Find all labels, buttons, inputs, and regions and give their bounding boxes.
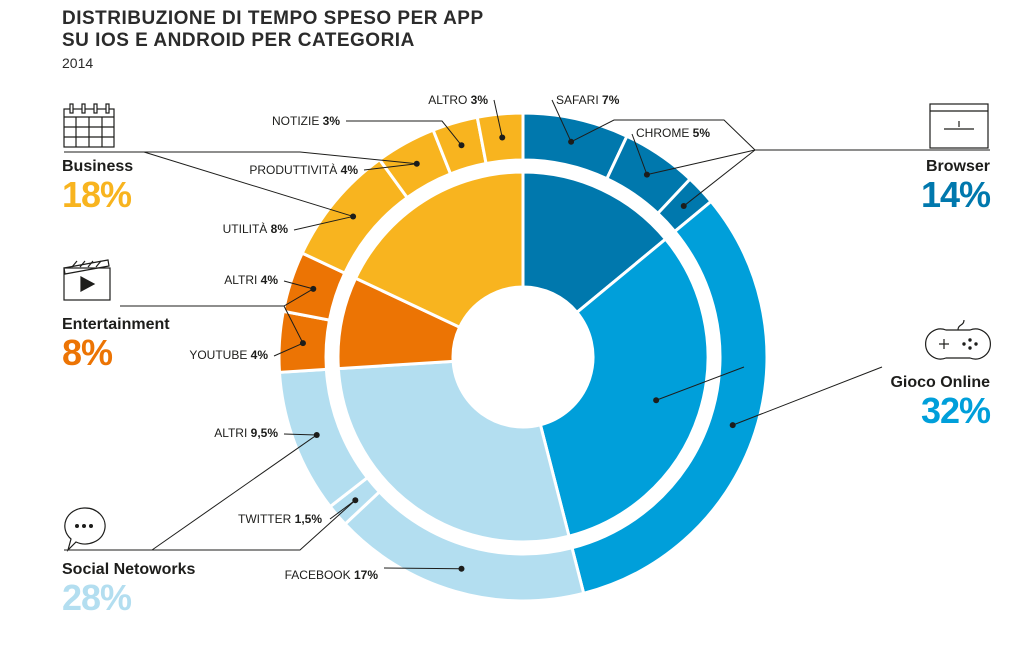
- segment-label-value: 5%: [693, 126, 711, 140]
- segment-label-youtube-7: YOUTUBE 4%: [189, 348, 268, 362]
- segment-label-name: SAFARI: [556, 93, 602, 107]
- category-name-social-netoworks: Social Netoworks: [62, 561, 196, 578]
- category-percent-social-netoworks: 28%: [62, 577, 132, 618]
- leader-line-facebook-4: [383, 567, 462, 570]
- leader-lines-group: [64, 99, 990, 572]
- segment-label-value: 3%: [471, 93, 489, 107]
- leader-line-utilita-9: [293, 215, 354, 231]
- segment-label-value: 1,5%: [295, 512, 323, 526]
- leader-line-altri-8: [283, 280, 314, 290]
- inner-slice-business: [353, 170, 525, 330]
- inner-slice-gioco-online: [538, 236, 710, 539]
- leader-line-notizie-11: [346, 120, 462, 146]
- category-leader-browser-3: [683, 149, 756, 207]
- segment-label-name: TWITTER: [238, 512, 295, 526]
- segment-labels-group: SAFARI 7% CHROME 5% FACEBOOK 17% TWITTER 1,…: [189, 93, 710, 582]
- category-browser: Browser 14%: [920, 158, 991, 215]
- leader-line-chrome-1: [631, 133, 648, 175]
- category-leader-business-0: [64, 151, 417, 165]
- segment-label-name: YOUTUBE: [189, 348, 250, 362]
- category-business: Business 18%: [62, 158, 133, 214]
- leader-dot-notizie-11: [458, 142, 465, 149]
- segment-label-value: 3%: [323, 114, 341, 128]
- category-percent-browser: 14%: [920, 174, 991, 215]
- category-percent-business: 18%: [62, 174, 132, 215]
- segment-label-chrome-1: CHROME 5%: [636, 126, 710, 140]
- chart-title: DISTRIBUZIONE DI TEMPO SPESO PER APP SU …: [62, 8, 484, 52]
- chart-title-line-2: SU IOS E ANDROID PER CATEGORIA: [62, 30, 415, 51]
- segment-label-value: 4%: [261, 273, 279, 287]
- leader-dot-gioco-online-inner: [653, 397, 660, 404]
- category-leader-entertainment-1: [283, 305, 304, 344]
- category-name-gioco-online: Gioco Online: [890, 374, 990, 391]
- segment-label-value: 8%: [271, 222, 289, 236]
- leader-line-altri-6: [283, 433, 317, 436]
- segment-label-produttivita-10: PRODUTTIVITÀ 4%: [249, 162, 358, 177]
- leader-line-safari-0: [551, 99, 572, 143]
- leader-line-altro-12: [493, 99, 503, 138]
- segment-label-name: CHROME: [636, 126, 693, 140]
- chat-bubble-icon: [64, 507, 106, 553]
- segment-label-value: 4%: [341, 163, 359, 177]
- leader-dot-browser-2: [680, 203, 687, 210]
- category-leader-social-netoworks-1: [151, 434, 318, 551]
- leader-dot-altro-12: [499, 134, 506, 141]
- leader-dot-gioco-online-outer: [729, 422, 736, 429]
- leader-line-youtube-7: [273, 342, 304, 357]
- category-gioco-online: Gioco Online 32%: [890, 374, 991, 431]
- category-name-entertainment: Entertainment: [62, 316, 170, 333]
- segment-label-twitter-5: TWITTER 1,5%: [238, 512, 322, 526]
- segment-label-altro-12: ALTRO 3%: [428, 93, 488, 107]
- category-leader-browser-1: [570, 119, 756, 151]
- segment-label-altri-6: ALTRI 9,5%: [214, 426, 278, 440]
- leader-dot-facebook-4: [458, 565, 465, 572]
- segment-label-name: ALTRI: [214, 426, 250, 440]
- segment-label-safari-0: SAFARI 7%: [556, 93, 620, 107]
- category-icons-group: [63, 103, 991, 553]
- category-social-netoworks: Social Netoworks 28%: [62, 561, 195, 617]
- browser-window-icon: [929, 103, 989, 149]
- segment-label-name: PRODUTTIVITÀ: [249, 162, 340, 177]
- rings-group: [277, 111, 769, 603]
- chart-subtitle: 2014: [62, 55, 94, 71]
- segment-label-value: 17%: [354, 568, 378, 582]
- segment-label-facebook-4: FACEBOOK 17%: [285, 568, 379, 582]
- segment-label-name: FACEBOOK: [285, 568, 354, 582]
- category-leader-social-netoworks-2: [152, 499, 356, 551]
- category-name-business: Business: [62, 158, 134, 175]
- clapperboard-icon: [63, 259, 111, 301]
- segment-label-name: UTILITÀ: [223, 221, 271, 236]
- category-percent-entertainment: 8%: [62, 332, 113, 373]
- segment-label-value: 9,5%: [251, 426, 279, 440]
- inner-slice-browser: [521, 170, 668, 315]
- category-leader-browser-2: [646, 149, 756, 176]
- segment-label-value: 7%: [602, 93, 620, 107]
- inner-slice-social-netoworks: [336, 359, 571, 544]
- gamepad-icon: [925, 319, 991, 360]
- calendar-icon: [63, 103, 115, 148]
- category-entertainment: Entertainment 8%: [62, 316, 170, 372]
- chart-title-line-1: DISTRIBUZIONE DI TEMPO SPESO PER APP: [62, 8, 484, 29]
- segment-label-utilita-9: UTILITÀ 8%: [223, 221, 289, 236]
- segment-label-name: NOTIZIE: [272, 114, 323, 128]
- category-leader-gioco-online-1: [655, 366, 745, 401]
- leader-line-produttivita-10: [363, 163, 417, 171]
- segment-label-altri-8: ALTRI 4%: [224, 273, 278, 287]
- category-leader-gioco-online-0: [732, 366, 883, 426]
- segment-label-value: 4%: [251, 348, 269, 362]
- segment-label-name: ALTRO: [428, 93, 470, 107]
- category-leader-business-1: [143, 151, 354, 217]
- category-percent-gioco-online: 32%: [920, 390, 991, 431]
- segment-label-notizie-11: NOTIZIE 3%: [272, 114, 340, 128]
- category-name-browser: Browser: [925, 158, 990, 175]
- segment-label-name: ALTRI: [224, 273, 260, 287]
